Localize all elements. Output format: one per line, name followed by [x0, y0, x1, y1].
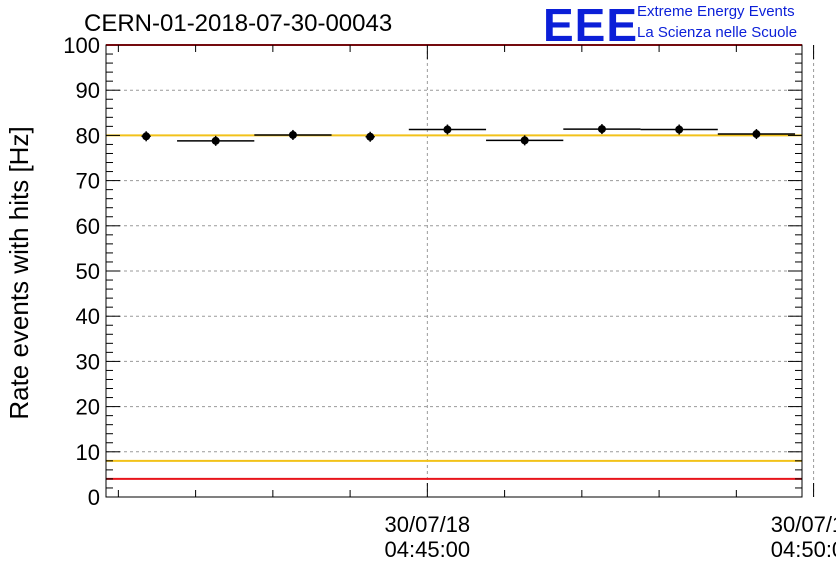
x-tick-label-date: 30/07/18 — [385, 512, 471, 537]
y-tick-label: 50 — [76, 259, 100, 284]
data-point — [520, 136, 529, 145]
y-tick-label: 10 — [76, 440, 100, 465]
data-points — [141, 124, 796, 146]
plot-frame — [105, 44, 803, 498]
data-point — [443, 125, 452, 134]
chart-title: CERN-01-2018-07-30-00043 — [84, 10, 393, 37]
x-tick-label-date: 30/07/18 — [771, 512, 836, 537]
eee-logo: EEE — [543, 0, 639, 51]
axis-ticks — [106, 44, 815, 498]
tick-labels: 010203040506070809010030/07/1804:45:0030… — [63, 33, 836, 562]
y-tick-label: 70 — [76, 169, 100, 194]
y-tick-label: 80 — [76, 123, 100, 148]
y-tick-label: 30 — [76, 349, 100, 374]
y-tick-label: 90 — [76, 78, 100, 103]
y-tick-label: 40 — [76, 304, 100, 329]
grid-lines — [106, 45, 815, 497]
data-point — [366, 132, 375, 141]
y-tick-label: 100 — [63, 33, 100, 58]
reference-lines — [106, 44, 802, 480]
logo-subtitle-line2: La Scienza nelle Scuole — [637, 24, 798, 41]
y-tick-label: 20 — [76, 395, 100, 420]
data-point — [288, 130, 297, 139]
x-tick-label-time: 04:50:00 — [771, 537, 836, 562]
data-point — [211, 136, 220, 145]
y-axis-label: Rate events with hits [Hz] — [4, 126, 34, 419]
data-point — [142, 132, 151, 141]
logo-subtitle-line1: Extreme Energy Events — [637, 3, 795, 20]
y-tick-label: 60 — [76, 214, 100, 239]
data-point — [752, 130, 761, 139]
x-tick-label-time: 04:45:00 — [385, 537, 471, 562]
data-point — [597, 125, 606, 134]
y-tick-label: 0 — [88, 485, 100, 510]
data-point — [675, 125, 684, 134]
